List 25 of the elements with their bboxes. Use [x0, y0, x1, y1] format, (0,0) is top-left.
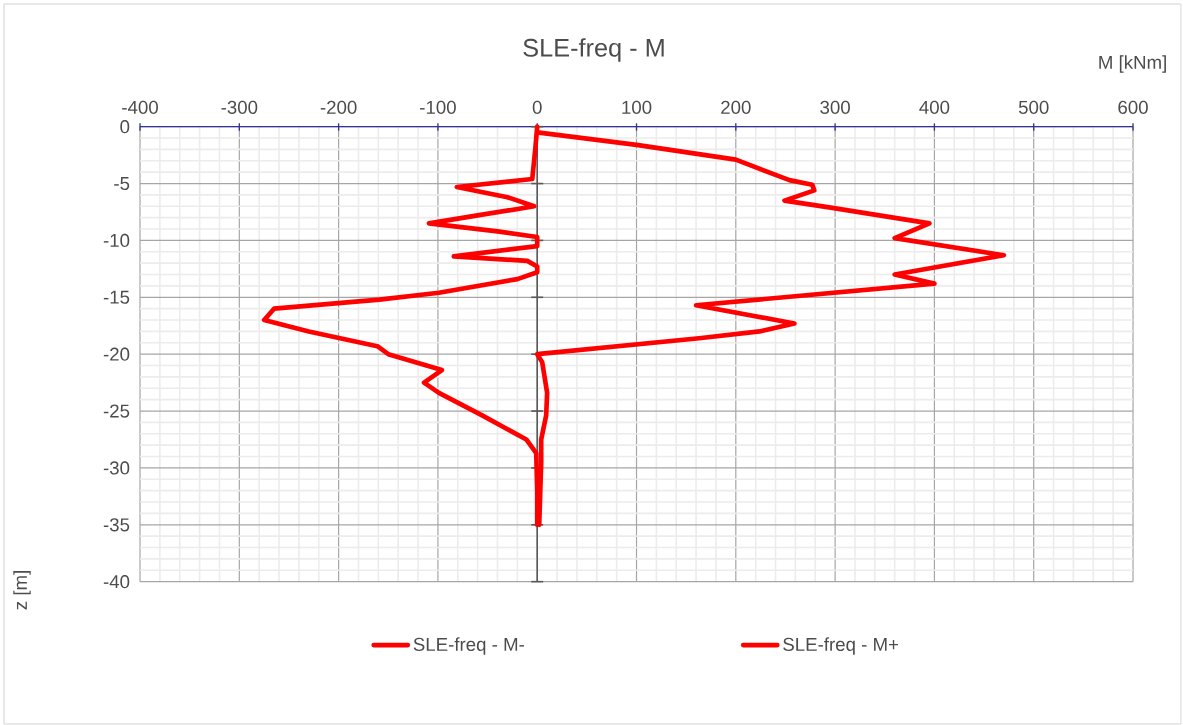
legend-label: SLE-freq - M- — [413, 637, 524, 655]
y-tick-label: -5 — [114, 177, 130, 191]
x-tick-label: 400 — [919, 100, 950, 114]
y-axis-title: z [m] — [13, 571, 31, 610]
x-tick-label: -400 — [122, 100, 158, 114]
legend-label: SLE-freq - M+ — [783, 637, 899, 655]
x-tick-label: -100 — [420, 100, 456, 114]
x-axis-title: M [kNm] — [1099, 55, 1166, 73]
y-tick-label: -30 — [103, 461, 130, 475]
x-tick-label: 600 — [1118, 100, 1148, 114]
x-tick-label: 100 — [622, 100, 652, 114]
x-tick-label: 0 — [532, 100, 542, 114]
y-tick-label: -20 — [103, 347, 130, 361]
y-tick-label: 0 — [120, 120, 130, 134]
x-tick-label: -200 — [320, 100, 357, 114]
y-tick-label: -25 — [103, 404, 130, 418]
y-tick-label: -40 — [103, 575, 130, 589]
y-tick-label: -15 — [103, 290, 130, 304]
y-tick-label: -10 — [103, 233, 130, 248]
x-tick-label: 300 — [820, 100, 850, 114]
chart-title: SLE-freq - M — [523, 38, 664, 62]
x-tick-label: -300 — [221, 100, 258, 114]
x-tick-label: 200 — [721, 100, 751, 114]
x-tick-label: 500 — [1018, 100, 1049, 114]
y-tick-label: -35 — [103, 518, 130, 532]
